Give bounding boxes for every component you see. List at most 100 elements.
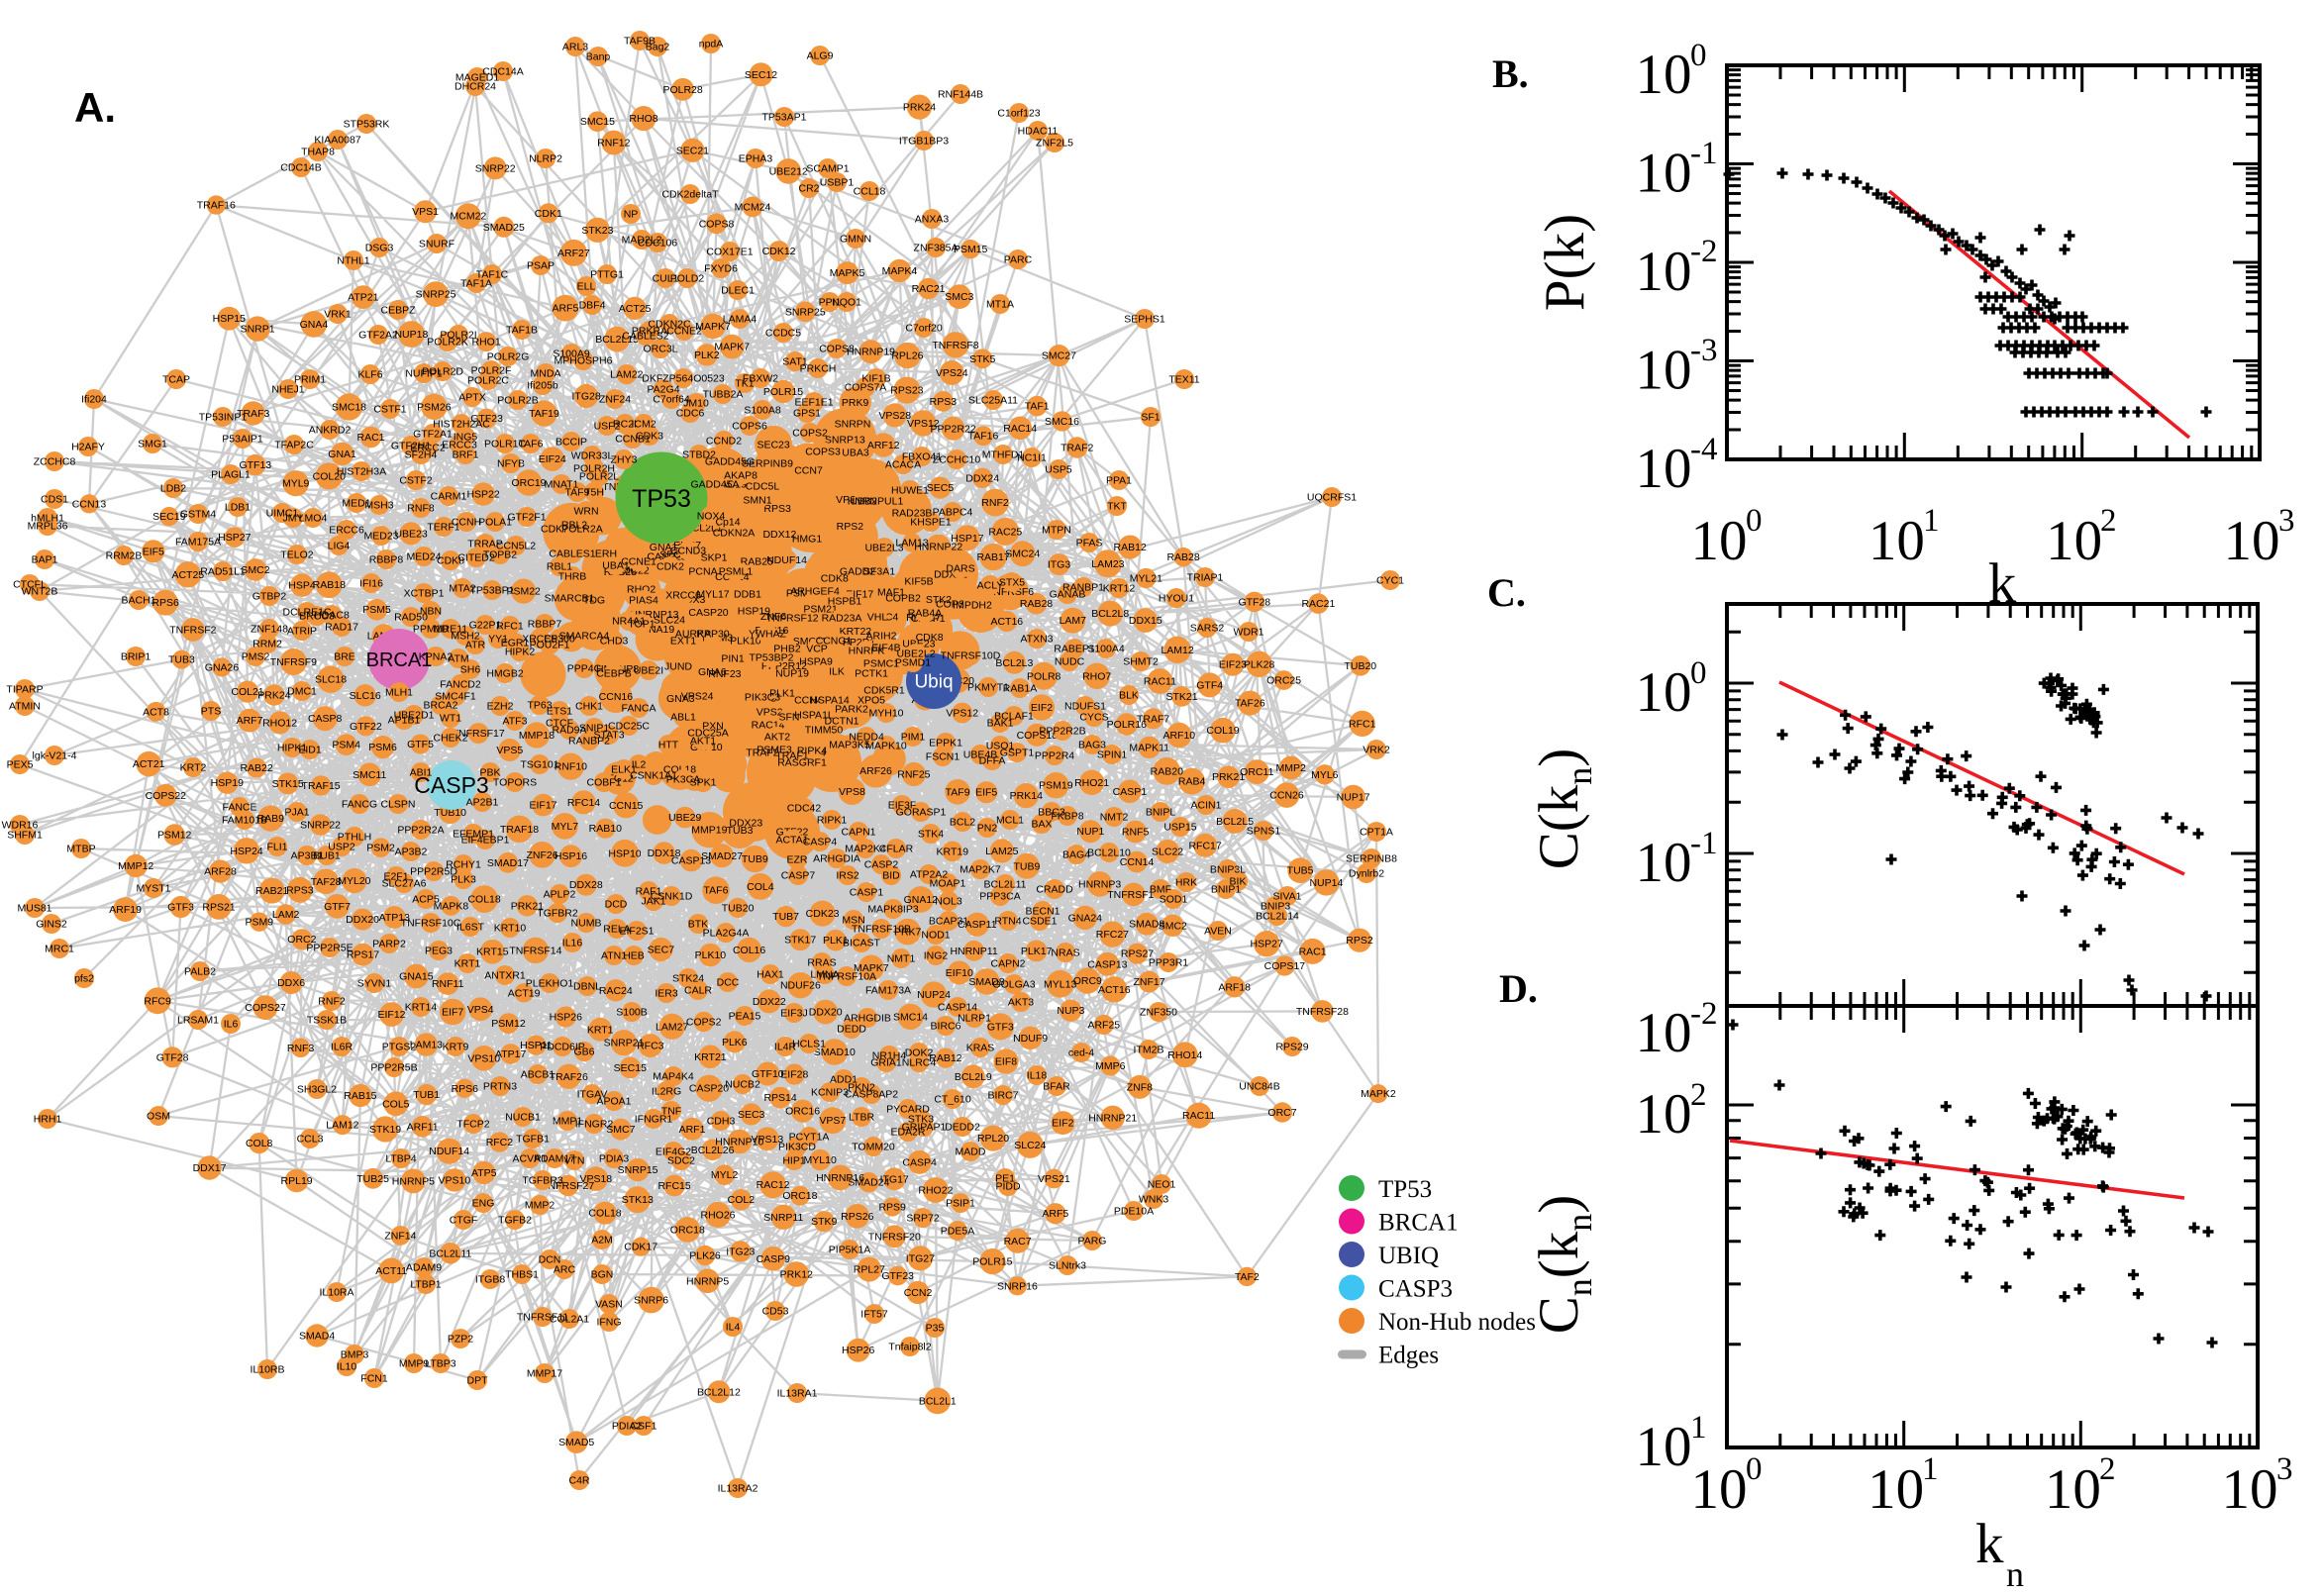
svg-text:KRT1: KRT1: [454, 958, 481, 970]
svg-text:S100A8: S100A8: [744, 405, 781, 417]
svg-text:RAB1A: RAB1A: [1003, 683, 1037, 695]
svg-text:MRPL36: MRPL36: [28, 521, 68, 533]
svg-text:COL18: COL18: [588, 1208, 621, 1220]
svg-text:MCM22: MCM22: [451, 211, 487, 223]
svg-text:COL8: COL8: [246, 1138, 273, 1149]
svg-text:GMNN: GMNN: [840, 234, 871, 246]
svg-text:CDC6: CDC6: [676, 408, 705, 420]
svg-text:CCN13: CCN13: [72, 498, 107, 510]
svg-text:RNF25: RNF25: [897, 769, 930, 781]
svg-text:ERCC6: ERCC6: [329, 525, 364, 537]
svg-text:BCL2L10: BCL2L10: [1087, 848, 1131, 859]
svg-text:TRAF2: TRAF2: [1060, 443, 1093, 454]
svg-text:D.: D.: [1499, 966, 1538, 1011]
svg-text:EIF4EBP1: EIF4EBP1: [460, 835, 509, 847]
svg-text:SMC18: SMC18: [332, 402, 366, 414]
svg-text:IMPDH2: IMPDH2: [953, 600, 992, 612]
svg-text:TP53BP2: TP53BP2: [750, 652, 794, 664]
svg-text:PRK24: PRK24: [257, 690, 290, 702]
svg-text:DDX20: DDX20: [346, 914, 379, 926]
svg-text:ORC18: ORC18: [670, 1224, 705, 1236]
svg-text:BRCA1: BRCA1: [366, 649, 433, 671]
svg-text:CDC5L: CDC5L: [746, 481, 780, 493]
svg-text:CLSPN: CLSPN: [380, 799, 415, 811]
svg-text:NUFIP1: NUFIP1: [405, 368, 443, 380]
svg-text:ANXA3: ANXA3: [915, 214, 950, 226]
svg-text:IL6ST: IL6ST: [456, 922, 485, 934]
svg-text:CABLES1: CABLES1: [549, 549, 595, 560]
svg-text:RPL26: RPL26: [891, 350, 923, 362]
svg-text:BUB1: BUB1: [313, 850, 341, 862]
svg-text:PSM22: PSM22: [506, 586, 541, 598]
svg-text:ZNF2L5: ZNF2L5: [1036, 138, 1073, 150]
svg-text:PPP2R2A: PPP2R2A: [397, 825, 444, 837]
svg-text:THBS1: THBS1: [505, 1269, 539, 1281]
svg-text:RAB10: RAB10: [589, 823, 622, 835]
svg-text:MAP3K5: MAP3K5: [829, 740, 870, 751]
svg-text:HNRNP22: HNRNP22: [914, 541, 962, 552]
svg-text:ZCCHC8: ZCCHC8: [34, 456, 76, 468]
svg-text:HSP19: HSP19: [211, 777, 244, 789]
svg-text:IL13RA1: IL13RA1: [777, 1388, 818, 1400]
svg-text:VASN: VASN: [595, 1299, 623, 1311]
svg-text:RAC25: RAC25: [988, 526, 1022, 538]
svg-text:CASP3: CASP3: [1378, 1276, 1453, 1303]
svg-text:RNF2: RNF2: [981, 497, 1009, 509]
svg-text:DDX28: DDX28: [569, 879, 603, 891]
svg-text:MTPN: MTPN: [1042, 525, 1071, 537]
svg-text:RHO22: RHO22: [918, 1185, 953, 1197]
svg-text:CASP13: CASP13: [1087, 958, 1127, 970]
svg-text:ATXN3: ATXN3: [1020, 634, 1053, 646]
svg-text:PIAS4: PIAS4: [629, 595, 658, 607]
svg-text:ATP13: ATP13: [379, 912, 410, 924]
svg-text:MYL21: MYL21: [1130, 573, 1162, 585]
svg-text:AP3B2: AP3B2: [395, 847, 428, 858]
svg-text:AKT1: AKT1: [690, 736, 716, 748]
svg-text:VPS18: VPS18: [579, 1173, 612, 1185]
svg-text:SMAD8: SMAD8: [1129, 919, 1164, 931]
svg-text:GTF4: GTF4: [1196, 679, 1223, 691]
svg-text:CHD3: CHD3: [600, 636, 629, 648]
svg-text:ORC18: ORC18: [782, 1190, 817, 1202]
svg-text:Ubiq: Ubiq: [914, 672, 953, 693]
svg-text:LTBP1: LTBP1: [410, 1279, 441, 1291]
svg-text:MTBP: MTBP: [66, 844, 95, 855]
svg-text:RPS14: RPS14: [763, 1092, 796, 1104]
svg-text:EIF10: EIF10: [946, 967, 973, 979]
svg-text:CAPN2: CAPN2: [990, 958, 1025, 970]
svg-text:HIPK2: HIPK2: [505, 647, 536, 658]
svg-text:MAPK8IP3: MAPK8IP3: [867, 904, 919, 916]
svg-text:KRT10: KRT10: [494, 923, 527, 935]
svg-text:SNRP25: SNRP25: [785, 306, 826, 318]
svg-text:PLK1: PLK1: [823, 935, 849, 947]
svg-text:IL6R: IL6R: [331, 1042, 354, 1053]
svg-text:RRAS: RRAS: [807, 957, 836, 969]
svg-text:HNRNP16: HNRNP16: [816, 1172, 864, 1184]
svg-text:H2AFY: H2AFY: [71, 442, 105, 453]
svg-text:RAB12: RAB12: [929, 1052, 961, 1064]
svg-text:MAPK11: MAPK11: [1129, 742, 1169, 753]
svg-text:SMC2: SMC2: [1159, 920, 1187, 932]
svg-text:GNA15: GNA15: [399, 971, 434, 983]
svg-text:HSPA9: HSPA9: [799, 656, 833, 668]
svg-text:IRS2: IRS2: [836, 870, 859, 882]
svg-text:NLRP1: NLRP1: [958, 1013, 991, 1025]
svg-text:PJA1: PJA1: [284, 807, 309, 819]
svg-text:CSTF1: CSTF1: [373, 404, 406, 416]
svg-text:EIF5: EIF5: [143, 546, 164, 557]
svg-text:BAK1: BAK1: [987, 718, 1014, 730]
svg-text:ITM2B: ITM2B: [1134, 1045, 1164, 1056]
svg-text:SEPHS1: SEPHS1: [1124, 314, 1165, 326]
svg-text:EIF8: EIF8: [995, 1056, 1017, 1068]
svg-text:HSP26: HSP26: [842, 1345, 874, 1356]
svg-text:CDK8: CDK8: [916, 632, 944, 644]
svg-text:ADAM9: ADAM9: [406, 1262, 442, 1274]
svg-text:TRIAP1: TRIAP1: [1187, 572, 1224, 584]
svg-text:STK5: STK5: [969, 353, 995, 365]
svg-text:BLK: BLK: [1119, 690, 1139, 702]
svg-text:BMP3: BMP3: [341, 1349, 369, 1361]
svg-text:TNFRSF9: TNFRSF9: [270, 656, 317, 668]
svg-text:FAM101B: FAM101B: [222, 815, 267, 827]
svg-text:EIF24: EIF24: [539, 453, 566, 465]
svg-text:RHO8: RHO8: [629, 113, 657, 125]
